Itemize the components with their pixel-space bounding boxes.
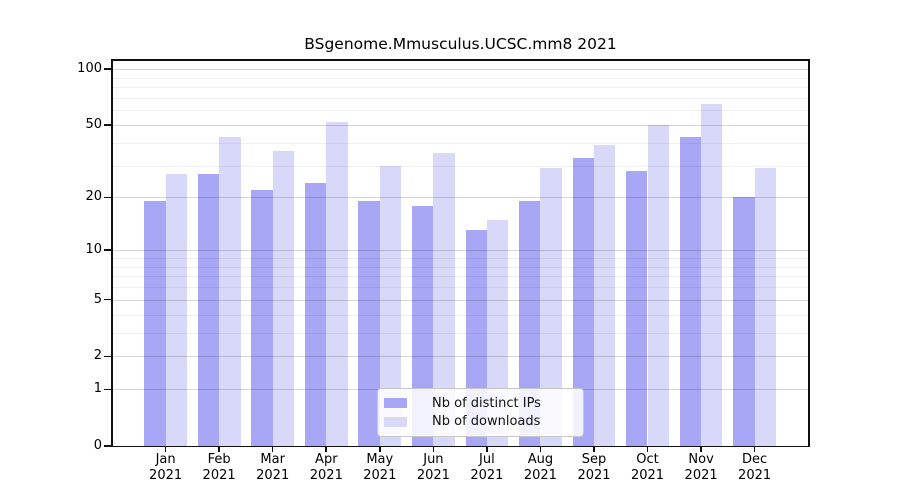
legend-swatch-downloads [384,416,407,427]
x-tick-label-aug: Aug 2021 [523,452,557,483]
x-tick-jul [486,447,488,452]
x-tick-label-dec: Dec 2021 [738,452,772,483]
bar-nb-of-distinct-ips-apr [304,183,327,446]
gridline-minor-80 [112,87,809,88]
y-tick-label-100: 100 [77,61,102,76]
x-tick-feb [218,447,220,452]
gridline-minor-8 [112,266,809,268]
bar-nb-of-downloads-nov [701,103,723,446]
gridline-minor-7 [112,276,809,278]
gridline-major-100 [112,69,809,70]
x-tick-label-may: May 2021 [363,452,397,483]
x-tick-label-nov: Nov 2021 [684,452,718,483]
gridline-major-10 [112,250,809,252]
gridline-minor-70 [112,97,809,99]
y-tick-label-10: 10 [85,242,102,258]
x-tick-label-jul: Jul 2021 [470,452,504,483]
bar-nb-of-distinct-ips-dec [733,197,755,446]
bar-nb-of-downloads-apr [326,121,348,446]
y-tick-0 [104,445,111,447]
bar-nb-of-distinct-ips-nov [679,136,702,446]
gridline-minor-3 [112,332,809,334]
gridline-minor-30 [112,165,809,167]
bar-nb-of-downloads-may [379,165,402,446]
x-tick-mar [271,447,274,452]
legend-swatch-distinct-ips [384,398,407,409]
y-tick-2 [104,355,111,358]
axis-spine-top [111,59,810,61]
chart-title: BSgenome.Mmusculus.UCSC.mm8 2021 [304,35,617,53]
x-tick-label-jun: Jun 2021 [416,452,450,483]
bar-nb-of-downloads-jan [165,173,187,446]
bar-nb-of-distinct-ips-jan [144,201,166,446]
x-tick-jun [432,447,435,452]
gridline-major-2 [112,356,809,358]
y-tick-5 [104,298,111,301]
y-tick-20 [104,196,111,199]
y-tick-1 [104,388,111,391]
x-tick-nov [700,447,702,452]
x-tick-dec [753,447,756,452]
gridline-minor-40 [112,142,809,144]
bar-nb-of-distinct-ips-feb [197,173,220,446]
y-tick-label-50: 50 [85,116,102,132]
x-tick-apr [325,447,327,452]
bar-nb-of-distinct-ips-aug [519,201,541,446]
legend-item-distinct-ips: Nb of distinct IPs [384,396,575,411]
legend-label-distinct-ips: Nb of distinct IPs [432,395,541,411]
y-tick-label-2: 2 [93,348,102,364]
x-tick-sep [593,447,595,452]
bar-nb-of-distinct-ips-may [358,201,380,446]
y-tick-50 [104,124,111,126]
axis-spine-right [808,59,810,447]
legend: Nb of distinct IPs Nb of downloads [377,388,584,437]
bar-nb-of-downloads-jun [433,153,455,446]
bar-nb-of-downloads-mar [272,151,295,446]
bar-nb-of-downloads-dec [754,168,776,446]
x-tick-jan [164,447,167,452]
y-tick-label-0: 0 [93,438,102,453]
y-tick-10 [104,249,111,251]
x-tick-label-feb: Feb 2021 [202,452,236,483]
bar-nb-of-distinct-ips-sep [572,157,594,446]
axis-spine-bottom [111,445,810,448]
legend-item-downloads: Nb of downloads [384,414,575,429]
gridline-minor-9 [112,257,809,259]
y-tick-label-5: 5 [93,291,102,307]
bar-nb-of-downloads-sep [594,144,616,446]
gridline-minor-6 [112,287,809,288]
bar-nb-of-downloads-feb [219,136,241,446]
legend-label-downloads: Nb of downloads [432,414,541,430]
x-tick-label-mar: Mar 2021 [256,452,290,483]
bar-nb-of-distinct-ips-oct [626,170,648,446]
axis-spine-left [111,59,113,447]
bar-nb-of-distinct-ips-jun [411,205,434,446]
bar-nb-of-distinct-ips-mar [251,189,273,446]
y-tick-label-1: 1 [93,381,102,397]
y-tick-label-20: 20 [85,189,102,205]
x-tick-oct [646,447,649,452]
x-tick-may [379,447,381,452]
bar-nb-of-downloads-oct [647,124,669,446]
gridline-major-5 [112,299,809,301]
gridline-minor-60 [112,110,809,112]
y-tick-100 [104,68,111,70]
x-tick-label-oct: Oct 2021 [630,452,665,483]
bar-nb-of-downloads-aug [540,168,562,446]
x-tick-label-apr: Apr 2021 [309,452,343,483]
x-tick-aug [539,447,542,452]
gridline-minor-4 [112,314,809,316]
gridline-minor-90 [112,77,809,79]
x-tick-label-jan: Jan 2021 [149,452,183,483]
x-tick-label-sep: Sep 2021 [577,452,611,483]
gridline-major-20 [112,197,809,199]
gridline-major-50 [112,124,809,126]
